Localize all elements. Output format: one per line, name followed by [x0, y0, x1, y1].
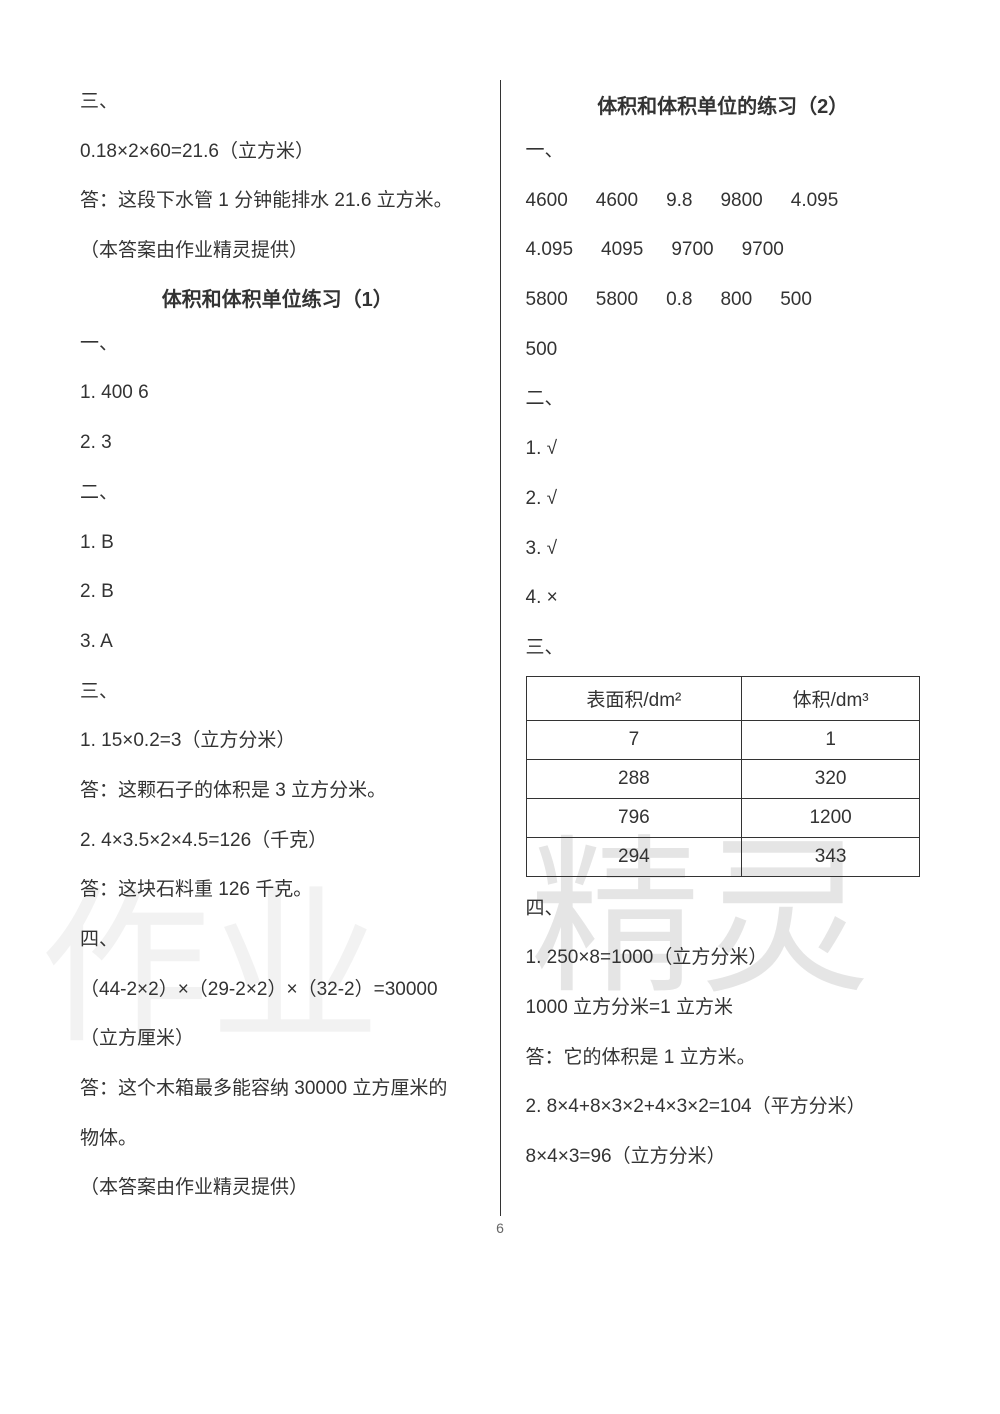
- table-cell: 320: [742, 759, 920, 798]
- section-label: 四、: [80, 918, 475, 962]
- values-row: 500: [526, 328, 921, 372]
- value: 5800: [526, 278, 568, 322]
- table-cell: 343: [742, 837, 920, 876]
- section-label: 二、: [526, 377, 921, 421]
- table-header: 体积/dm³: [742, 676, 920, 720]
- text-line: 1. 400 6: [80, 371, 475, 415]
- value: 500: [780, 278, 812, 322]
- section-label: 一、: [526, 129, 921, 173]
- text-line: 2. B: [80, 570, 475, 614]
- left-column: 三、 0.18×2×60=21.6（立方米） 答：这段下水管 1 分钟能排水 2…: [70, 80, 501, 1216]
- table-cell: 1200: [742, 798, 920, 837]
- right-column: 体积和体积单位的练习（2） 一、 4600 4600 9.8 9800 4.09…: [501, 80, 931, 1216]
- text-line: 2. 3: [80, 421, 475, 465]
- section-label: 一、: [80, 322, 475, 366]
- value: 5800: [596, 278, 638, 322]
- value: 4600: [526, 179, 568, 223]
- value: 9.8: [666, 179, 692, 223]
- text-line: 答：这个木箱最多能容纳 30000 立方厘米的: [80, 1067, 475, 1111]
- text-line: 2. 8×4+8×3×2+4×3×2=104（平方分米）: [526, 1085, 921, 1129]
- values-row: 4600 4600 9.8 9800 4.095: [526, 179, 921, 223]
- section-label: 三、: [80, 670, 475, 714]
- text-line: （本答案由作业精灵提供）: [80, 229, 475, 273]
- text-line: 2. 4×3.5×2×4.5=126（千克）: [80, 819, 475, 863]
- table-cell: 288: [526, 759, 742, 798]
- section-label: 三、: [526, 626, 921, 670]
- text-line: 答：这颗石子的体积是 3 立方分米。: [80, 769, 475, 813]
- text-line: 2. √: [526, 477, 921, 521]
- text-line: 3. A: [80, 620, 475, 664]
- value: 800: [720, 278, 752, 322]
- value: 500: [526, 328, 558, 372]
- table-row: 288 320: [526, 759, 920, 798]
- text-line: （立方厘米）: [80, 1017, 475, 1061]
- section-title: 体积和体积单位练习（1）: [80, 283, 475, 312]
- text-line: 答：它的体积是 1 立方米。: [526, 1036, 921, 1080]
- text-line: 3. √: [526, 527, 921, 571]
- text-line: 答：这段下水管 1 分钟能排水 21.6 立方米。: [80, 179, 475, 223]
- text-line: 物体。: [80, 1117, 475, 1161]
- values-row: 4.095 4095 9700 9700: [526, 228, 921, 272]
- table-cell: 1: [742, 720, 920, 759]
- text-line: 1. 250×8=1000（立方分米）: [526, 936, 921, 980]
- text-line: 答：这块石料重 126 千克。: [80, 868, 475, 912]
- table-row: 7 1: [526, 720, 920, 759]
- section-label: 三、: [80, 80, 475, 124]
- text-line: 1. B: [80, 521, 475, 565]
- value: 4600: [596, 179, 638, 223]
- text-line: 1000 立方分米=1 立方米: [526, 986, 921, 1030]
- table-header: 表面积/dm²: [526, 676, 742, 720]
- text-line: 1. √: [526, 427, 921, 471]
- text-line: 1. 15×0.2=3（立方分米）: [80, 719, 475, 763]
- value: 9700: [742, 228, 784, 272]
- table-header-row: 表面积/dm² 体积/dm³: [526, 676, 920, 720]
- table-cell: 796: [526, 798, 742, 837]
- text-line: 4. ×: [526, 576, 921, 620]
- text-line: （本答案由作业精灵提供）: [80, 1166, 475, 1210]
- section-label: 四、: [526, 887, 921, 931]
- data-table: 表面积/dm² 体积/dm³ 7 1 288 320 796 1200 294: [526, 676, 921, 877]
- value: 4.095: [526, 228, 574, 272]
- values-row: 5800 5800 0.8 800 500: [526, 278, 921, 322]
- value: 4095: [601, 228, 643, 272]
- table-row: 796 1200: [526, 798, 920, 837]
- value: 0.8: [666, 278, 692, 322]
- value: 4.095: [791, 179, 839, 223]
- table-cell: 7: [526, 720, 742, 759]
- value: 9800: [720, 179, 762, 223]
- text-line: 8×4×3=96（立方分米）: [526, 1135, 921, 1179]
- text-line: 0.18×2×60=21.6（立方米）: [80, 130, 475, 174]
- page-number: 6: [496, 1220, 504, 1236]
- section-title: 体积和体积单位的练习（2）: [526, 90, 921, 119]
- text-line: （44-2×2）×（29-2×2）×（32-2）=30000: [80, 968, 475, 1012]
- table-cell: 294: [526, 837, 742, 876]
- section-label: 二、: [80, 471, 475, 515]
- table-row: 294 343: [526, 837, 920, 876]
- value: 9700: [671, 228, 713, 272]
